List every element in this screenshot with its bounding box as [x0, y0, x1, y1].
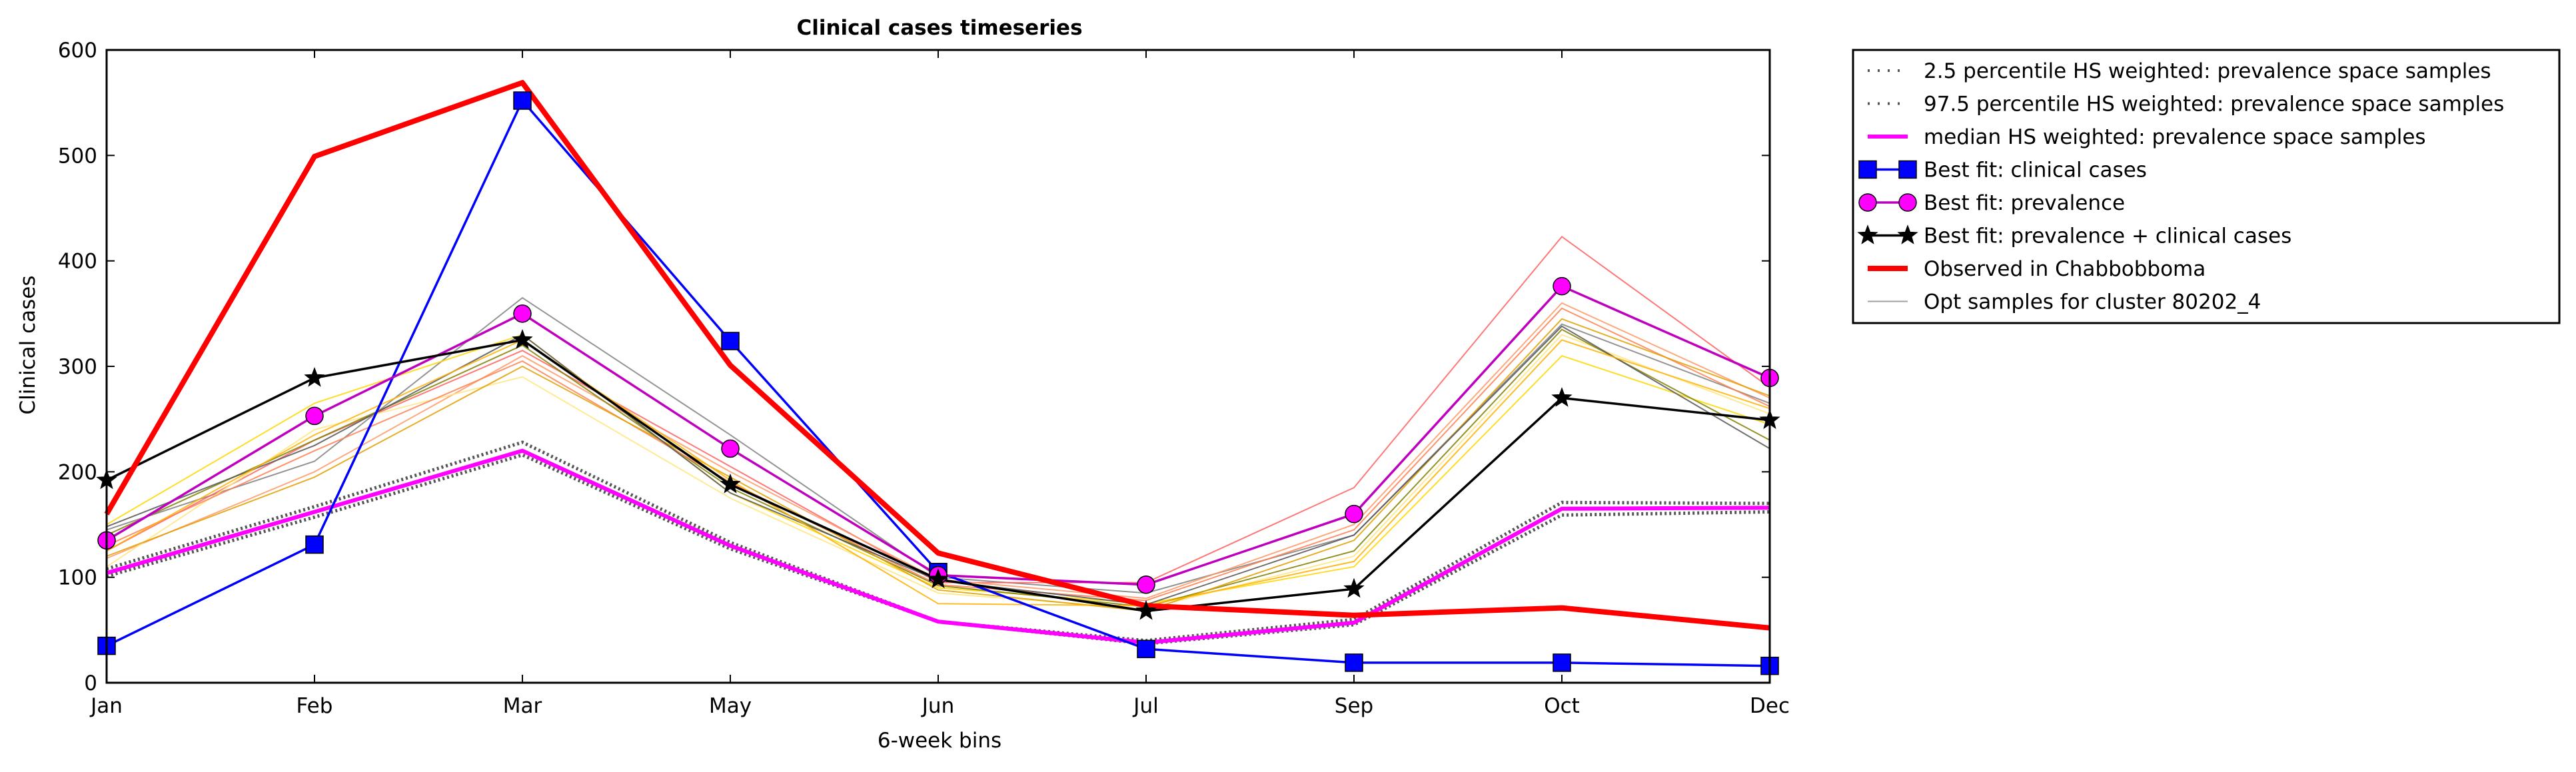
legend-marker: [1898, 160, 1917, 179]
combined-point: [720, 473, 741, 494]
combined-point: [1135, 599, 1157, 620]
x-tick-label: Oct: [1544, 694, 1580, 718]
clinical-point: [721, 332, 740, 350]
legend-label: Observed in Chabbobboma: [1924, 257, 2206, 281]
x-tick-label: Jun: [921, 694, 954, 718]
axis-ticks: Jan Feb Mar May Jun Jul Sep Oct Dec 0 100 200 300 400…: [58, 39, 1790, 718]
legend-box: [1852, 49, 2561, 324]
clinical-point: [305, 535, 324, 554]
legend-label: Opt samples for cluster 80202_4: [1924, 290, 2261, 314]
prevalence-point: [1553, 276, 1571, 296]
legend-marker: [1858, 160, 1877, 179]
y-tick-label: 100: [58, 566, 97, 590]
legend-label: Best fit: clinical cases: [1924, 159, 2147, 183]
percentile-line: [106, 453, 1770, 645]
clinical-point: [1345, 653, 1363, 672]
prevalence-point: [305, 406, 324, 426]
x-tick-label: Mar: [503, 694, 542, 718]
legend-marker: [1898, 193, 1917, 212]
legend-label: Best fit: prevalence + clinical cases: [1924, 224, 2291, 248]
y-tick-label: 300: [58, 355, 97, 379]
clinical-point: [1137, 639, 1155, 659]
combined-point: [928, 568, 949, 589]
legend-label: 97.5 percentile HS weighted: prevalence …: [1924, 93, 2504, 117]
combined-point: [304, 366, 325, 387]
x-tick-label: Jul: [1132, 694, 1158, 718]
legend-label: 2.5 percentile HS weighted: prevalence s…: [1924, 59, 2491, 83]
prevalence-point: [721, 439, 740, 458]
median-line: [106, 448, 1770, 645]
prevalence-point: [1345, 504, 1363, 524]
chart-title: Clinical cases timeseries: [796, 16, 1082, 40]
y-tick-label: 600: [58, 39, 97, 63]
x-tick-label: Sep: [1335, 694, 1373, 718]
sample-line: [106, 339, 1770, 607]
x-tick-label: Jan: [89, 694, 123, 718]
legend-label: Best fit: prevalence: [1924, 191, 2125, 215]
sample-line: [106, 318, 1770, 612]
combined-point: [1551, 387, 1573, 407]
legend: 2.5 percentile HS weighted: prevalence s…: [1852, 49, 2561, 324]
legend-marker: [1858, 193, 1877, 212]
y-tick-label: 0: [84, 671, 97, 695]
clinical-point: [1553, 653, 1571, 672]
x-tick-label: Feb: [297, 694, 333, 718]
legend-marker: [1897, 224, 1918, 244]
y-tick-label: 400: [58, 250, 97, 274]
x-tick-label: Dec: [1750, 694, 1790, 718]
sample-line: [106, 307, 1770, 601]
sample-line: [106, 296, 1770, 594]
prevalence-point: [1137, 576, 1155, 594]
combined-point: [1343, 578, 1365, 598]
prevalence-point: [513, 304, 532, 323]
legend-marker: [1857, 224, 1878, 244]
y-tick-label: 500: [58, 144, 97, 168]
clinical-point: [513, 91, 532, 110]
observed-line: [104, 80, 1770, 631]
x-tick-label: May: [709, 694, 752, 718]
combined-point: [512, 328, 533, 349]
y-axis-label: Clinical cases: [16, 275, 40, 414]
x-axis-label: 6-week bins: [878, 729, 1001, 753]
legend-label: median HS weighted: prevalence space sam…: [1924, 125, 2426, 149]
sample-line: [106, 334, 1770, 605]
y-tick-label: 200: [58, 460, 97, 484]
sample-line: [106, 334, 1770, 610]
